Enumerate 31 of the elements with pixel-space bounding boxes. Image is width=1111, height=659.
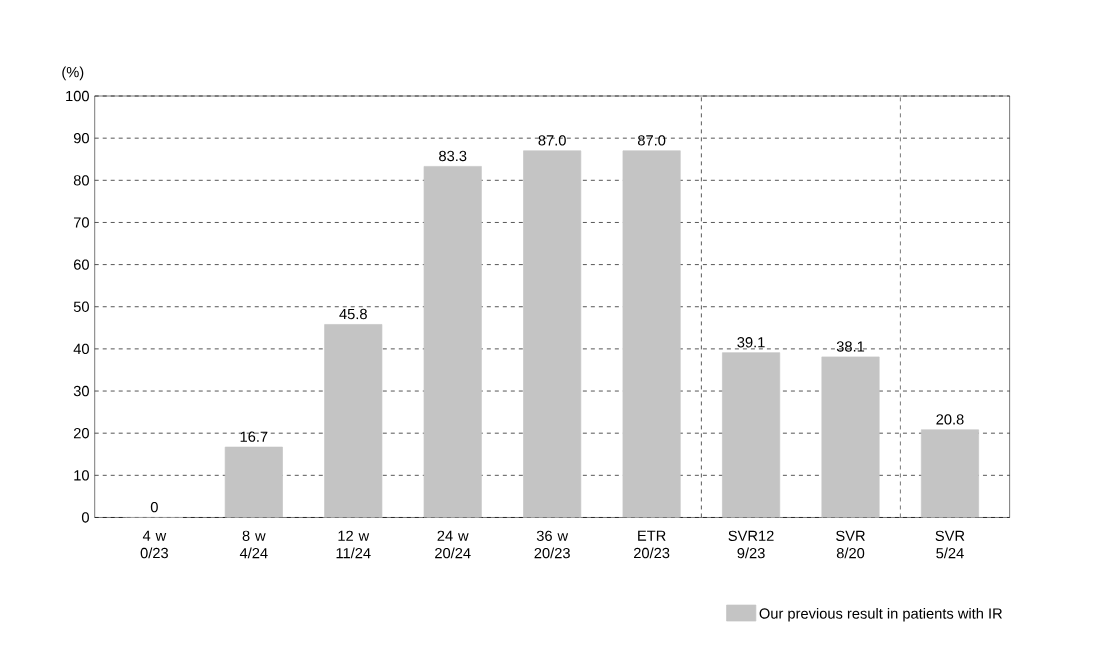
- y-tick-label: 90: [73, 133, 89, 144]
- y-tick-label: 10: [74, 470, 89, 481]
- data-label: 83.3: [439, 150, 467, 162]
- x-tick-label: SVR12 9/23: [728, 530, 774, 559]
- y-tick-label: 20: [73, 428, 89, 439]
- y-tick-label: 0: [81, 512, 89, 523]
- legend-label: Our previous result in patients with IR: [759, 608, 1002, 622]
- data-label: 87.0: [637, 135, 666, 146]
- y-tick-label: 40: [73, 343, 89, 355]
- x-tick-label: SVR 5/24: [935, 530, 965, 559]
- y-tick-label: 100: [66, 90, 89, 102]
- data-label: 87.0: [538, 135, 566, 146]
- data-label: 0: [150, 501, 158, 513]
- data-label: 16.7: [240, 431, 268, 442]
- x-tick-label: SVR 8/20: [836, 530, 865, 559]
- x-tick-label: 36 w 20/23: [534, 530, 570, 559]
- y-tick-label: 60: [73, 259, 89, 270]
- x-tick-label: ETR 20/23: [634, 530, 670, 559]
- data-label: 38.1: [836, 341, 865, 352]
- x-tick-label: 8 w 4/24: [239, 530, 268, 559]
- data-label: 45.8: [339, 308, 367, 320]
- y-tick-label: 80: [73, 175, 89, 186]
- x-tick-label: 12 w 11/24: [336, 530, 371, 559]
- data-label: 39.1: [737, 337, 765, 348]
- data-label: 20.8: [936, 414, 964, 425]
- y-tick-label: 50: [73, 301, 89, 313]
- x-tick-label: 4 w 0/23: [140, 530, 168, 559]
- x-tick-label: 24 w 20/24: [435, 530, 471, 559]
- y-tick-label: 70: [73, 217, 89, 228]
- y-axis-title: (%): [62, 66, 84, 81]
- y-tick-label: 30: [73, 385, 89, 397]
